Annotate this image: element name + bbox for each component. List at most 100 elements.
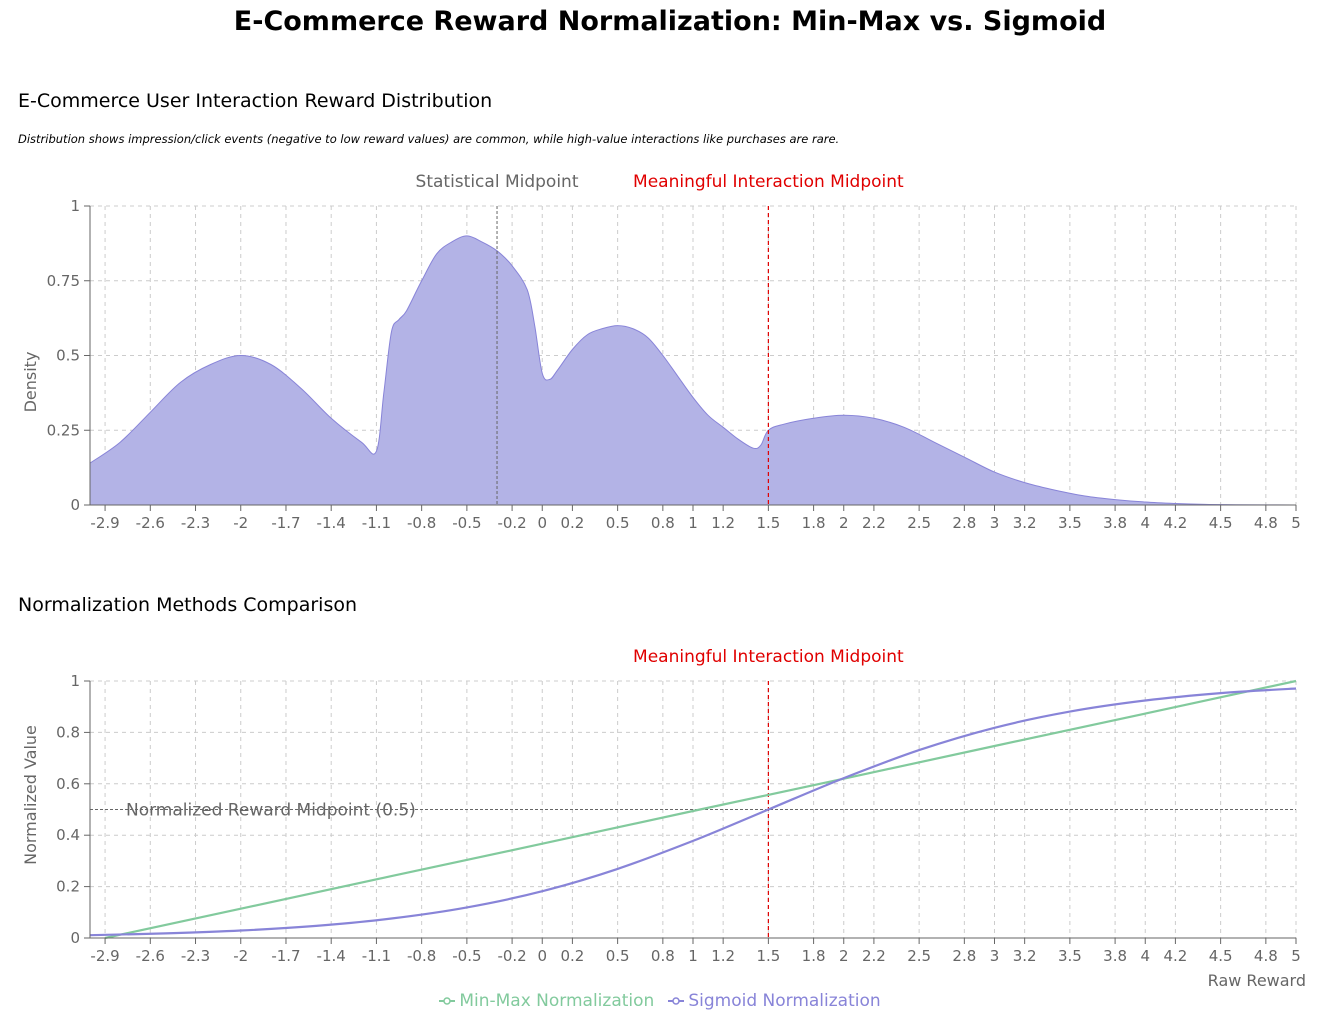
x-tick-label: 3.5 (1058, 514, 1082, 532)
x-tick-label: 2 (839, 947, 849, 965)
y-tick-label: 1 (70, 672, 80, 690)
x-tick-label: 4.2 (1163, 947, 1187, 965)
y-axis-label: Density (21, 352, 40, 413)
x-tick-label: 1 (688, 514, 698, 532)
y-tick-labels: 0 0.25 0.5 0.75 1 (47, 197, 80, 514)
x-tick-label: -1.4 (317, 514, 346, 532)
x-tick-label: 2.8 (952, 947, 976, 965)
x-tick-label: -2.9 (90, 514, 119, 532)
distribution-section-title: E-Commerce User Interaction Reward Distr… (18, 90, 493, 112)
meaningful-midpoint-label: Meaningful Interaction Midpoint (633, 172, 904, 192)
reference-lines: Statistical Midpoint Meaningful Interacti… (416, 172, 904, 505)
normalized-midpoint-label: Normalized Reward Midpoint (0.5) (126, 801, 416, 821)
x-tick-label: 4 (1140, 947, 1150, 965)
x-tick-label: 0.5 (606, 514, 630, 532)
y-tick-labels: 0 0.2 0.4 0.6 0.8 1 (56, 672, 80, 947)
x-tick-label: 3 (990, 947, 1000, 965)
x-tick-label: 3.2 (1013, 514, 1037, 532)
y-tick-label: 0.6 (56, 775, 80, 793)
x-tick-label: 4.5 (1209, 514, 1233, 532)
y-tick-label: 0.75 (47, 272, 80, 290)
x-tick-label: -1.4 (317, 947, 346, 965)
y-tick-label: 0.2 (56, 878, 80, 896)
page-title: E-Commerce Reward Normalization: Min-Max… (233, 6, 1107, 37)
x-tick-label: -0.2 (497, 514, 526, 532)
distribution-subtitle: Distribution shows impression/click even… (18, 132, 840, 146)
x-tick-label: 4 (1140, 514, 1150, 532)
x-tick-label: 3.8 (1103, 514, 1127, 532)
legend: Min-Max Normalization Sigmoid Normalizat… (0, 991, 1320, 1011)
x-tick-label: 2.2 (862, 947, 886, 965)
x-tick-label: -0.2 (497, 947, 526, 965)
comparison-section-title: Normalization Methods Comparison (18, 594, 358, 616)
x-tick-label: 1.5 (756, 514, 780, 532)
x-tick-label: -0.8 (407, 947, 436, 965)
x-tick-label: 0.8 (651, 514, 675, 532)
legend-item-sigmoid[interactable]: Sigmoid Normalization (668, 991, 881, 1011)
x-tick-label: 4.5 (1209, 947, 1233, 965)
x-tick-label: 4.8 (1254, 514, 1278, 532)
x-tick-label: 2.8 (952, 514, 976, 532)
x-tick-label: -1.7 (271, 514, 300, 532)
density-area (90, 235, 1296, 505)
sigmoid-swatch-icon (668, 997, 685, 1005)
x-tick-label: 0.8 (651, 947, 675, 965)
x-tick-label: 5 (1291, 514, 1301, 532)
x-tick-label: -1.1 (362, 514, 391, 532)
x-tick-label: -2 (233, 947, 248, 965)
x-tick-label: 0.5 (606, 947, 630, 965)
x-tick-labels: -2.9 -2.6 -2.3 -2 -1.7 -1.4 -1.1 -0.8 -0.5 -0.2 0 0… (90, 947, 1300, 965)
x-tick-label: 2 (839, 514, 849, 532)
x-tick-label: 0.2 (560, 514, 584, 532)
x-tick-label: 2.5 (907, 947, 931, 965)
sigmoid-line (89, 687, 1297, 937)
x-tick-label: -0.5 (452, 947, 481, 965)
x-tick-label: 0 (537, 947, 547, 965)
y-tick-label: 0.4 (56, 826, 80, 844)
x-tick-label: 1.2 (711, 947, 735, 965)
x-tick-label: 2.5 (907, 514, 931, 532)
x-tick-label: 4.2 (1163, 514, 1187, 532)
y-tick-label: 0.25 (47, 421, 80, 439)
x-tick-label: -2.3 (181, 514, 210, 532)
x-tick-label: -0.5 (452, 514, 481, 532)
x-tick-label: -2.3 (181, 947, 210, 965)
axes (84, 680, 1297, 944)
y-tick-label: 1 (70, 197, 80, 215)
x-tick-labels: -2.9 -2.6 -2.3 -2 -1.7 -1.4 -1.1 -0.8 -0.5 -0.2 0 0… (90, 514, 1300, 532)
distribution-chart: Statistical Midpoint Meaningful Interacti… (21, 172, 1301, 532)
statistical-midpoint-label: Statistical Midpoint (416, 172, 579, 192)
x-tick-label: 2.2 (862, 514, 886, 532)
x-tick-label: 1.8 (802, 947, 826, 965)
density-line (89, 235, 1297, 506)
x-tick-label: 4.8 (1254, 947, 1278, 965)
meaningful-midpoint-label: Meaningful Interaction Midpoint (633, 647, 904, 667)
normalization-chart: Meaningful Interaction Midpoint Normalize… (21, 647, 1306, 990)
y-tick-label: 0 (70, 929, 80, 947)
legend-label-minmax: Min-Max Normalization (459, 991, 655, 1011)
x-tick-label: -2.6 (136, 947, 165, 965)
x-tick-label: -1.7 (271, 947, 300, 965)
y-axis-label: Normalized Value (21, 725, 40, 865)
x-tick-label: 3.5 (1058, 947, 1082, 965)
minmax-swatch-icon (439, 997, 456, 1005)
x-tick-label: 5 (1291, 947, 1301, 965)
y-tick-label: 0.8 (56, 723, 80, 741)
y-tick-label: 0 (70, 496, 80, 514)
x-tick-label: -2.9 (90, 947, 119, 965)
legend-item-minmax[interactable]: Min-Max Normalization (439, 991, 654, 1011)
x-tick-label: -2.6 (136, 514, 165, 532)
legend-label-sigmoid: Sigmoid Normalization (688, 991, 881, 1011)
x-tick-label: 0 (537, 514, 547, 532)
x-tick-label: 1.5 (756, 947, 780, 965)
x-tick-label: -2 (233, 514, 248, 532)
x-tick-label: 3.2 (1013, 947, 1037, 965)
x-axis-label: Raw Reward (1208, 971, 1306, 990)
minmax-line (104, 679, 1297, 940)
y-tick-label: 0.5 (56, 347, 80, 365)
axes (84, 205, 1297, 511)
x-tick-label: 1 (688, 947, 698, 965)
x-tick-label: 1.2 (711, 514, 735, 532)
reference-lines: Meaningful Interaction Midpoint Normalize… (90, 647, 1296, 938)
x-tick-label: 0.2 (560, 947, 584, 965)
